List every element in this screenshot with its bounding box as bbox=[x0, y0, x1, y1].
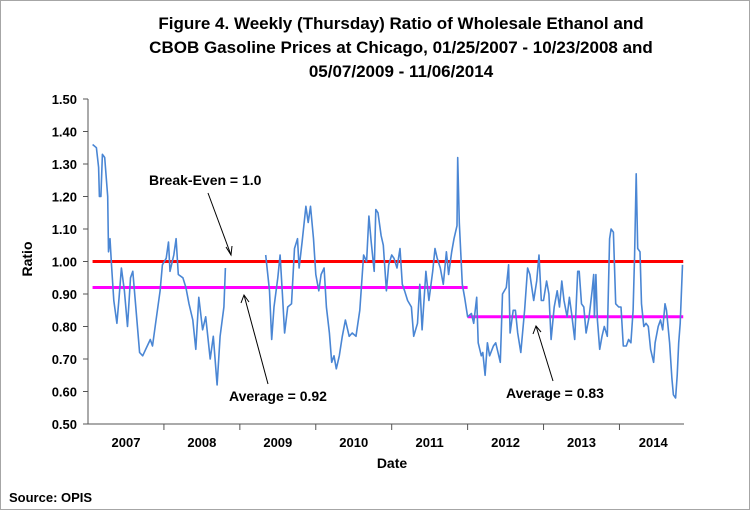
x-tick-label: 2012 bbox=[491, 435, 520, 450]
y-tick-label: 0.50 bbox=[52, 417, 77, 432]
source-note: Source: OPIS bbox=[9, 490, 92, 505]
y-axis-label: Ratio bbox=[19, 242, 35, 277]
y-tick-label: 0.70 bbox=[52, 352, 77, 367]
chart-title-line-1: Figure 4. Weekly (Thursday) Ratio of Who… bbox=[158, 14, 643, 33]
y-tick-label: 1.40 bbox=[52, 125, 77, 140]
average-092-arrow bbox=[244, 295, 268, 384]
y-tick-label: 1.10 bbox=[52, 222, 77, 237]
average-092-label: Average = 0.92 bbox=[229, 388, 327, 404]
chart-title-line-2: CBOB Gasoline Prices at Chicago, 01/25/2… bbox=[149, 38, 653, 57]
x-tick-label: 2011 bbox=[416, 435, 444, 450]
break-even-arrow bbox=[208, 193, 231, 255]
y-tick-label: 1.30 bbox=[52, 157, 77, 172]
x-tick-label: 2013 bbox=[567, 435, 596, 450]
y-tick-label: 0.80 bbox=[52, 320, 77, 335]
chart-title-line-3: 05/07/2009 - 11/06/2014 bbox=[309, 62, 494, 81]
y-tick-label: 1.00 bbox=[52, 255, 77, 270]
y-tick-label: 1.50 bbox=[52, 92, 77, 107]
x-tick-label: 2007 bbox=[112, 435, 141, 450]
average-083-label: Average = 0.83 bbox=[506, 385, 604, 401]
x-tick-label: 2010 bbox=[339, 435, 368, 450]
x-tick-label: 2014 bbox=[639, 435, 669, 450]
y-tick-label: 0.90 bbox=[52, 287, 77, 302]
x-axis-label: Date bbox=[377, 455, 408, 471]
y-tick-label: 0.60 bbox=[52, 385, 77, 400]
break-even-label: Break-Even = 1.0 bbox=[149, 172, 262, 188]
ratio-series-line-segment-2 bbox=[266, 158, 683, 399]
x-tick-label: 2008 bbox=[187, 435, 216, 450]
x-tick-label: 2009 bbox=[263, 435, 292, 450]
y-tick-label: 1.20 bbox=[52, 190, 77, 205]
